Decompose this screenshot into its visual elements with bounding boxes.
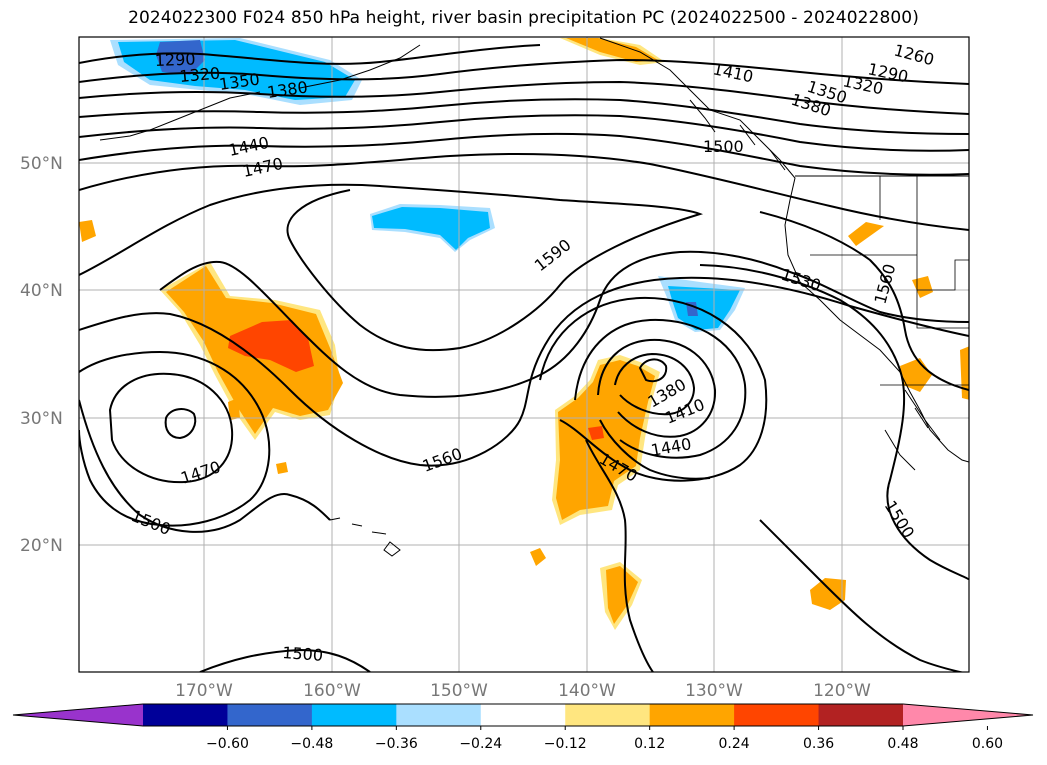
contour-line-7 [79,153,969,231]
contour-line-low-outer [539,296,768,482]
colorbar-bin [565,704,651,726]
colorbar-bin [227,704,313,726]
contour-line-1560-east [759,211,969,391]
contour-line-2 [79,58,969,85]
lon-label: 150°W [430,681,488,701]
positive-patch-9 [276,462,288,474]
lon-label: 170°W [175,681,233,701]
aleutian-islands [99,44,421,141]
gulf-of-california [904,389,941,441]
contour-label: 1500 [282,643,324,665]
positive-area-east-strong [588,426,604,440]
colorbar-bin [311,704,397,726]
contour-line-1590 [79,183,704,352]
contour-line-1500-east [585,439,655,672]
colorbar-tick-label: 0.36 [803,736,834,752]
positive-area-east-core [556,360,655,520]
colorbar-outline [12,703,1034,727]
colorbar-tick-label: −0.36 [375,736,418,752]
positive-patch-1-core [606,566,638,624]
contour-line-west-low-outer [79,350,271,527]
contour-line-1410 [597,338,717,438]
contour-line-1500-south [199,648,371,672]
lat-label: 40°N [20,281,63,301]
contour-line-3 [79,80,969,115]
colorbar-tick-label: −0.48 [290,736,333,752]
contour-line-4 [79,98,969,135]
hawaiian-islands [329,517,401,557]
colorbar-bin [734,704,820,726]
contour-line-6 [79,132,969,176]
negative-area-nw-deep [156,40,205,75]
colorbar-tick-label: 0.60 [972,736,1003,752]
positive-patch-2 [810,578,846,610]
latitude-labels: 50°N 40°N 30°N 20°N [20,154,63,556]
baja-coast [884,429,916,471]
positive-patch-5 [960,346,969,400]
lon-label: 160°W [303,681,361,701]
colorbar-tick-label: 0.12 [634,736,665,752]
colorbar-tick-label: −0.24 [459,736,502,752]
lon-label: 130°W [685,681,743,701]
graticule [79,37,969,672]
positive-patch-11-core [566,38,658,62]
contour-line-low-core [638,358,668,383]
contour-line-1500-west [79,399,331,533]
contour-line-1560 [79,276,969,467]
positive-patch-7 [79,220,96,242]
lat-label: 20°N [20,536,63,556]
page-title: 2024022300 F024 850 hPa height, river ba… [128,8,919,28]
map-panel: 1290 1320 1350 1380 1440 1470 1260 1290 … [78,36,970,673]
lon-label: 120°W [813,681,871,701]
lon-label: 140°W [558,681,616,701]
contour-line-1530 [699,264,969,581]
lat-label: 30°N [20,409,63,429]
colorbar-tick-label: −0.12 [544,736,587,752]
coastlines [99,37,969,557]
colorbar-bin [480,704,566,726]
contour-line-5 [79,114,969,152]
contour-line-west-low-mid [108,372,234,484]
north-america-coast [599,37,969,463]
colorbar: −0.60 −0.48 −0.36 −0.24 −0.12 0.12 0.24 0.36 0.4… [12,703,1034,752]
contour-line-1470-east [599,419,711,480]
negative-area-central-core [372,207,490,250]
colorbar-bin [143,704,228,726]
contour-line-1500-se [759,519,965,672]
contour-line-1440 [574,318,747,459]
height-contours [79,44,969,672]
colorbar-bin [396,704,482,726]
contour-label: 1320 [179,64,221,86]
contour-line-west-low-core [164,408,197,440]
colorbar-tick-label: −0.60 [206,736,249,752]
colorbar-bin [649,704,735,726]
positive-area-west-strong [228,320,314,372]
contour-label: 1500 [703,137,744,156]
colorbar-tick-label: 0.24 [719,736,750,752]
map-frame [78,36,970,673]
contour-line-1 [79,44,541,65]
negative-area-east-core [668,286,740,330]
colorbar-bin [818,704,904,726]
contour-label: 1290 [154,50,195,70]
colorbar-extend-high [903,704,1033,726]
positive-patch-6 [848,222,884,246]
colorbar-extend-low [13,704,143,726]
positive-patch-8 [228,398,240,420]
colorbar-tick-label: 0.48 [887,736,918,752]
positive-patch-10 [530,548,546,566]
contour-line-west-ridge [159,250,969,398]
longitude-labels: 170°W 160°W 150°W 140°W 130°W 120°W [175,681,871,701]
contour-line-1380 [614,352,696,416]
lat-label: 50°N [20,154,63,174]
